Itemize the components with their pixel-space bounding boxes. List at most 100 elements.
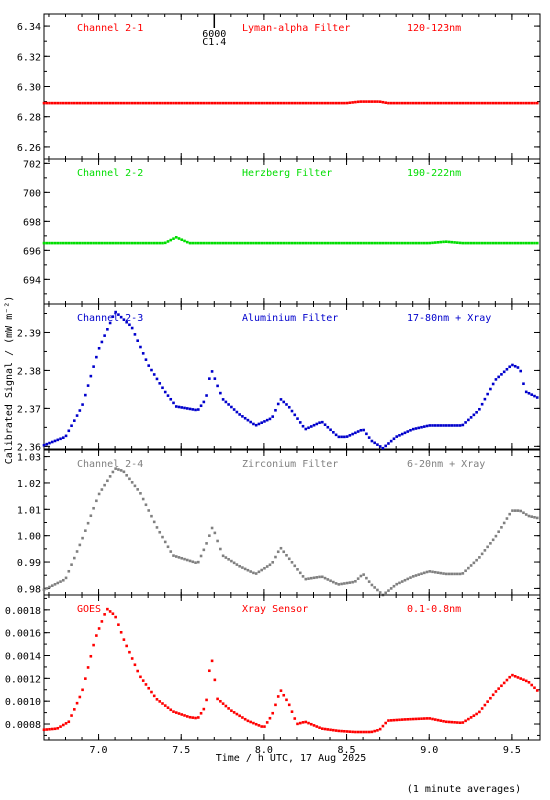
data-point xyxy=(522,678,525,682)
data-point xyxy=(249,420,252,424)
data-point xyxy=(59,241,62,245)
series-points xyxy=(42,607,539,734)
data-point xyxy=(279,398,283,401)
data-point xyxy=(50,584,54,587)
data-point xyxy=(108,321,112,325)
data-point xyxy=(185,558,189,562)
data-point xyxy=(210,241,214,245)
data-point xyxy=(73,556,76,560)
data-point xyxy=(194,101,197,105)
data-point xyxy=(522,241,525,245)
data-point xyxy=(213,531,217,535)
data-point xyxy=(458,241,462,245)
data-point xyxy=(169,708,173,712)
data-point xyxy=(56,241,60,245)
data-point xyxy=(174,555,178,558)
data-point xyxy=(533,101,536,105)
data-point xyxy=(332,728,335,732)
data-point xyxy=(469,564,473,567)
data-point xyxy=(337,241,341,245)
data-point xyxy=(271,561,275,564)
data-point xyxy=(505,367,509,371)
data-point xyxy=(290,409,294,413)
data-point xyxy=(445,240,448,243)
data-point xyxy=(265,101,269,105)
data-point xyxy=(163,241,167,245)
data-point xyxy=(235,410,239,414)
data-point xyxy=(329,728,332,732)
data-point xyxy=(263,725,266,728)
data-point xyxy=(252,721,255,725)
data-point xyxy=(78,695,82,699)
data-point xyxy=(502,101,506,105)
data-point xyxy=(224,400,228,404)
data-point xyxy=(197,408,200,411)
data-point xyxy=(122,101,126,105)
data-point xyxy=(483,101,487,105)
data-point xyxy=(119,469,123,472)
data-point xyxy=(464,101,467,105)
data-point xyxy=(81,536,84,540)
data-point xyxy=(119,101,123,105)
data-point xyxy=(238,413,241,416)
data-point xyxy=(378,100,382,104)
data-point xyxy=(491,538,495,542)
data-point xyxy=(86,384,90,387)
data-point xyxy=(45,241,49,245)
panel-3: 2.36 2.37 2.38 2.39 Channel 2-3 Aluminium Fil… xyxy=(17,303,541,453)
data-point xyxy=(97,346,101,350)
data-point xyxy=(296,417,299,420)
data-point xyxy=(414,427,418,430)
data-point xyxy=(263,420,266,423)
y-tick-label: 0.0014 xyxy=(5,652,41,663)
data-point xyxy=(122,470,126,474)
data-point xyxy=(519,241,523,245)
data-point xyxy=(257,570,261,574)
data-point xyxy=(70,241,73,245)
data-point xyxy=(392,584,396,588)
data-point xyxy=(263,241,266,245)
data-point xyxy=(89,514,93,518)
data-point xyxy=(161,101,164,105)
data-point xyxy=(356,577,360,580)
data-point xyxy=(480,552,484,556)
data-point xyxy=(398,101,401,105)
data-point xyxy=(97,101,101,105)
data-point xyxy=(315,725,319,728)
data-point xyxy=(202,707,206,711)
data-point xyxy=(53,241,57,245)
data-point xyxy=(106,241,109,245)
data-point xyxy=(307,577,310,580)
data-point xyxy=(133,333,137,336)
data-point xyxy=(287,405,291,409)
data-point xyxy=(174,101,178,105)
data-point xyxy=(139,675,142,679)
data-point xyxy=(309,101,313,105)
data-point xyxy=(213,377,217,380)
data-point xyxy=(279,546,283,550)
data-point xyxy=(185,240,189,244)
data-point xyxy=(194,408,197,412)
data-point xyxy=(447,424,451,427)
y-tick-label: 0.98 xyxy=(17,584,41,595)
data-point xyxy=(125,320,128,324)
data-point xyxy=(56,438,60,442)
data-point xyxy=(216,101,219,105)
data-point xyxy=(535,101,539,105)
data-point xyxy=(271,711,275,715)
data-point xyxy=(425,570,429,574)
data-point xyxy=(497,375,500,379)
data-point xyxy=(359,730,363,734)
data-point xyxy=(243,717,247,721)
data-point xyxy=(197,560,200,564)
data-point xyxy=(450,424,454,427)
data-point xyxy=(480,402,484,406)
data-point xyxy=(86,101,90,105)
data-point xyxy=(106,479,109,483)
data-point xyxy=(321,241,324,245)
data-point xyxy=(103,613,106,616)
data-point xyxy=(356,241,360,245)
data-point xyxy=(378,591,382,594)
data-point xyxy=(73,419,76,422)
data-point xyxy=(67,101,71,105)
